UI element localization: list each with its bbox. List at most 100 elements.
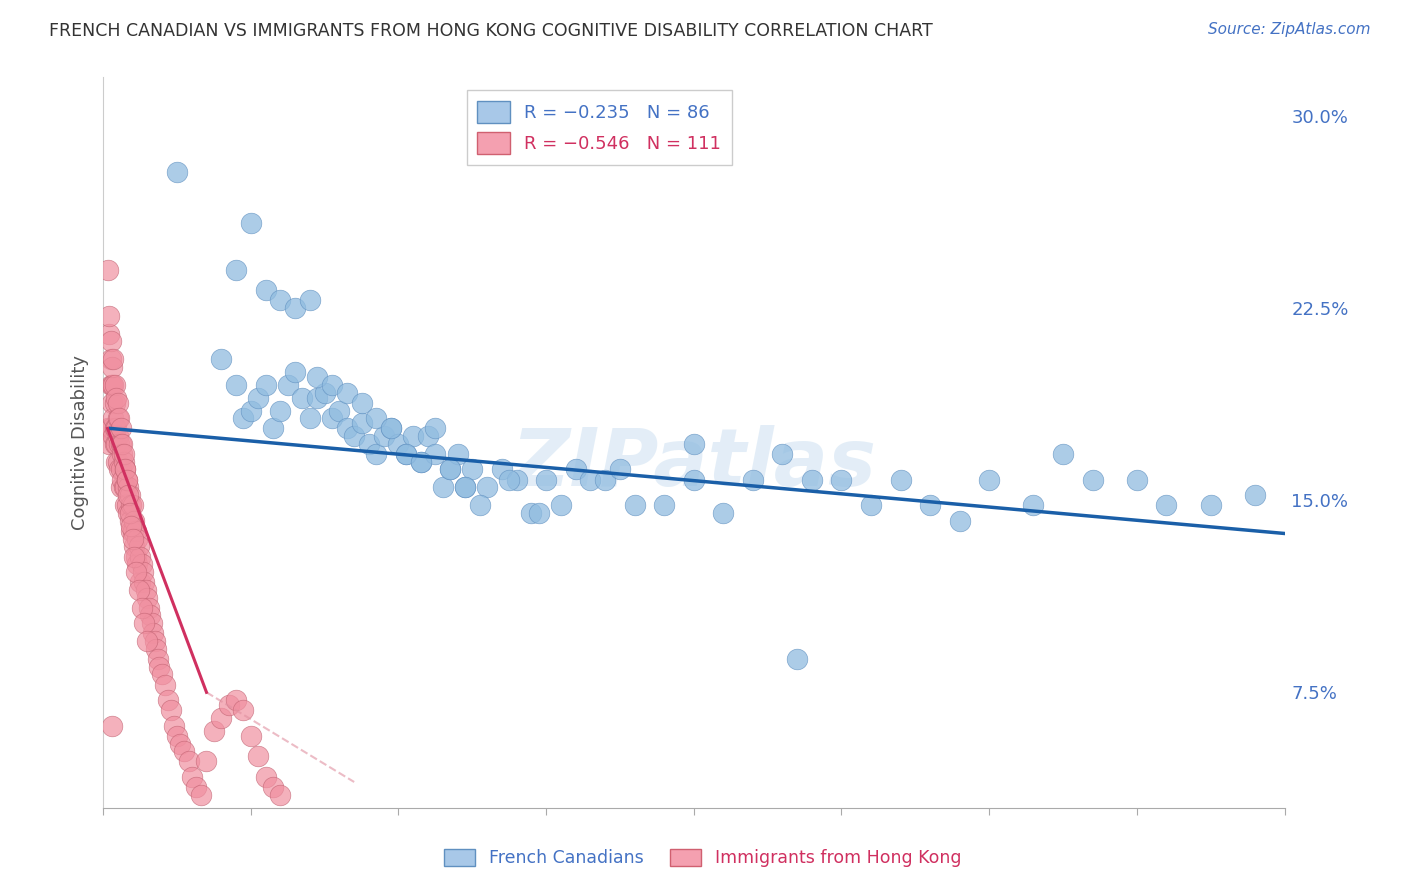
Point [127,532,149,546]
Point [225,693,247,707]
Point [387,437,409,451]
Point [277,377,299,392]
Point [579,473,602,487]
Point [132,565,155,579]
Point [120,524,142,538]
Point [949,514,972,528]
Point [112,480,135,494]
Point [343,429,366,443]
Point [117,480,139,494]
Point [262,780,284,794]
Point [284,301,307,315]
Point [190,788,212,802]
Point [98,437,121,451]
Y-axis label: Cognitive Disability: Cognitive Disability [72,355,89,530]
Point [121,532,143,546]
Point [163,718,186,732]
Point [124,549,146,564]
Point [135,582,157,597]
Point [101,377,124,392]
Point [100,334,122,349]
Point [770,447,793,461]
Point [110,421,132,435]
Point [269,293,291,308]
Point [425,447,447,461]
Point [432,480,454,494]
Point [103,411,125,425]
Point [682,437,704,451]
Point [180,770,202,784]
Point [101,359,124,374]
Point [121,524,143,538]
Point [416,429,439,443]
Point [107,455,129,469]
Point [139,608,162,623]
Point [124,565,146,579]
Point [609,462,631,476]
Point [105,437,128,451]
Point [111,437,134,451]
Point [118,514,141,528]
Point [157,693,180,707]
Point [298,411,321,425]
Point [298,293,321,308]
Point [107,411,129,425]
Point [103,352,125,367]
Point [169,737,191,751]
Point [425,421,447,435]
Point [890,473,912,487]
Point [402,429,425,443]
Point [186,780,208,794]
Point [97,421,120,435]
Point [247,391,270,405]
Point [321,411,343,425]
Point [366,411,388,425]
Point [232,703,254,717]
Point [129,549,152,564]
Point [623,498,645,512]
Point [107,396,129,410]
Point [105,391,128,405]
Point [104,396,127,410]
Point [247,749,270,764]
Point [520,506,543,520]
Point [1081,473,1104,487]
Point [112,447,135,461]
Point [395,447,418,461]
Point [114,462,136,476]
Point [373,429,395,443]
Point [131,558,153,572]
Point [98,326,121,341]
Point [505,473,527,487]
Point [142,626,165,640]
Point [104,377,127,392]
Point [468,498,491,512]
Point [117,506,139,520]
Point [138,600,160,615]
Point [97,262,120,277]
Point [232,411,254,425]
Point [357,437,380,451]
Point [202,723,225,738]
Point [498,473,520,487]
Point [115,473,138,487]
Point [336,385,359,400]
Point [111,447,134,461]
Text: ZIPatlas: ZIPatlas [512,425,876,503]
Point [100,377,122,392]
Point [108,411,131,425]
Point [307,370,329,384]
Point [920,498,942,512]
Point [127,558,149,572]
Point [218,698,240,713]
Point [160,703,183,717]
Point [269,403,291,417]
Point [153,678,176,692]
Point [209,352,232,367]
Point [101,718,124,732]
Point [112,455,135,469]
Point [105,421,128,435]
Point [146,652,169,666]
Text: Source: ZipAtlas.com: Source: ZipAtlas.com [1208,22,1371,37]
Point [239,729,262,743]
